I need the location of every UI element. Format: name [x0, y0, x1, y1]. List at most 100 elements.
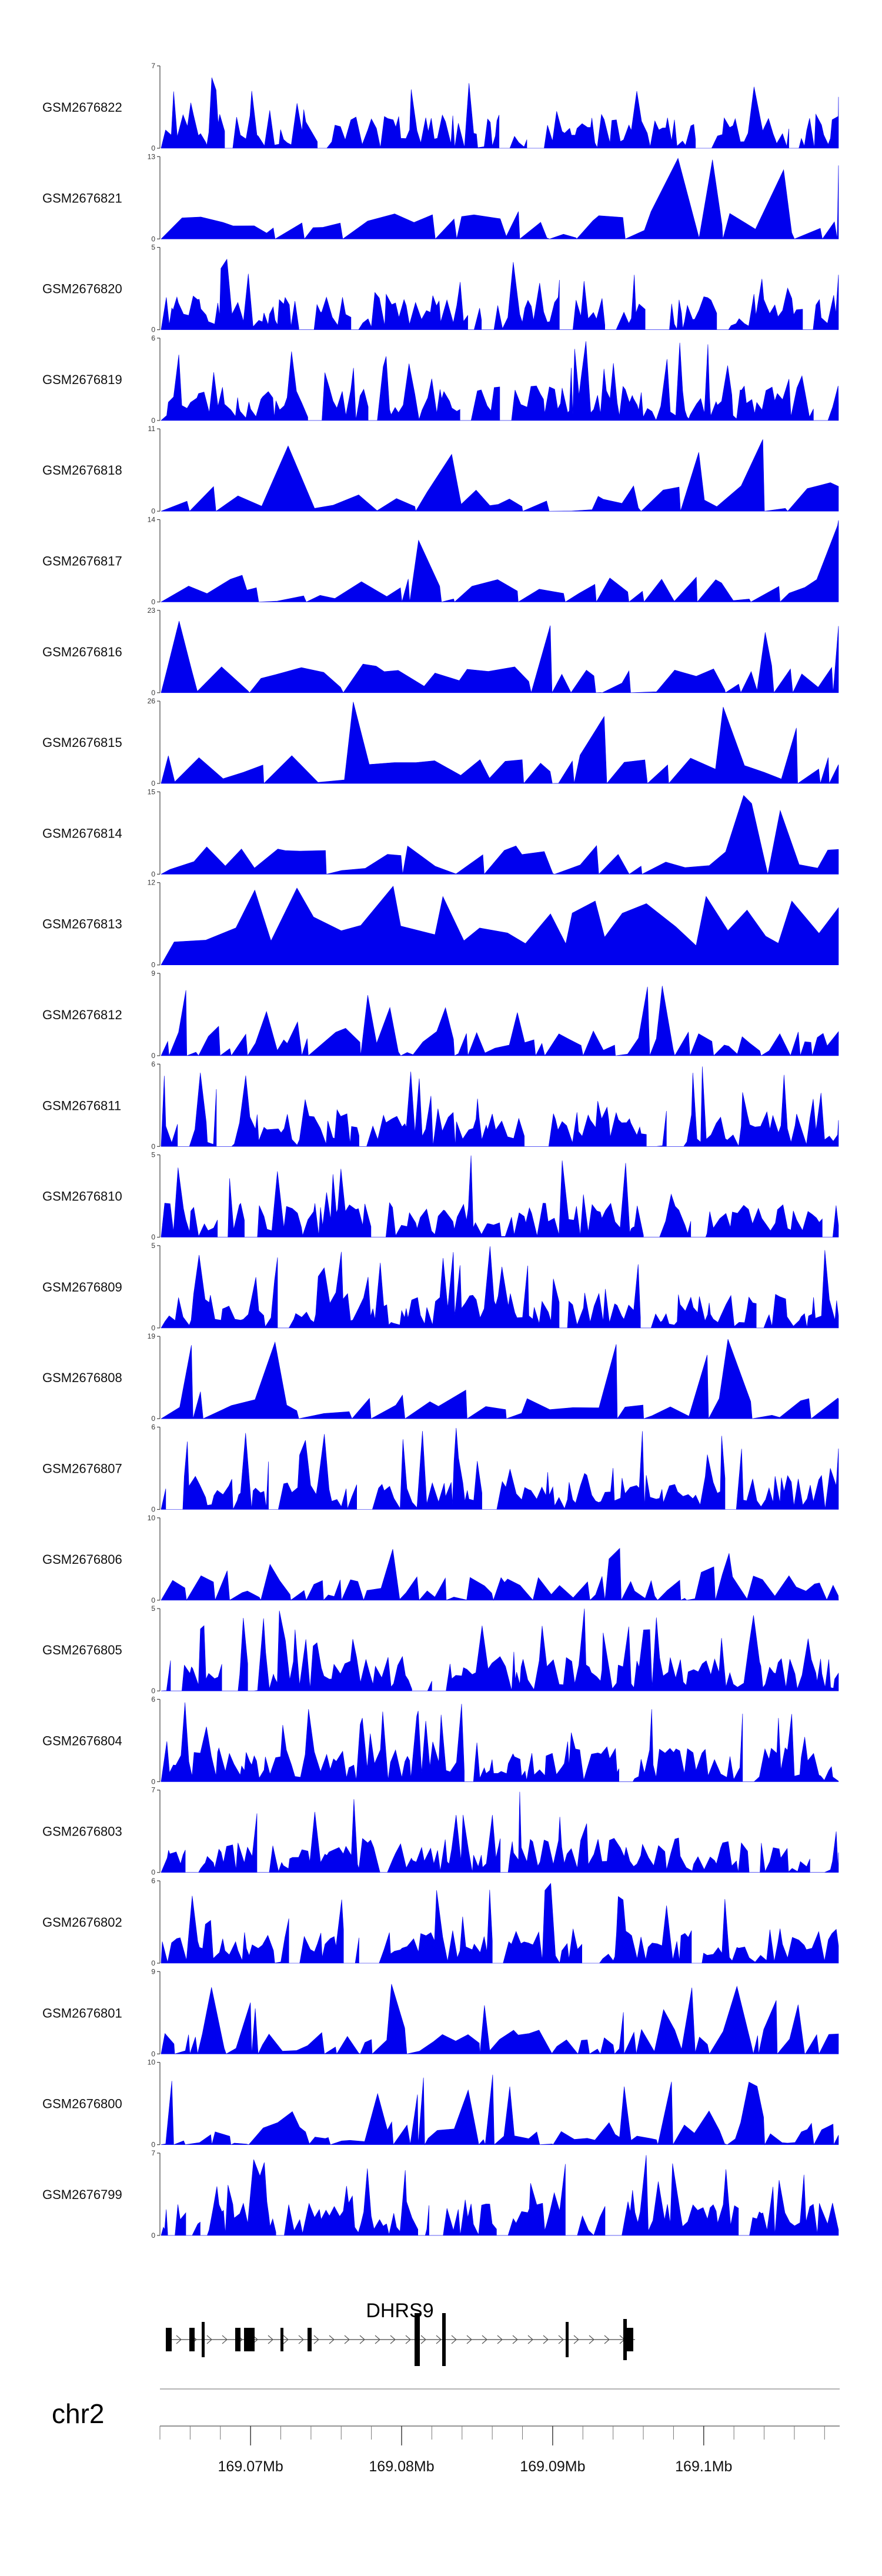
- track-label: GSM2676808: [42, 1370, 122, 1385]
- axis-tick-label: 169.09Mb: [520, 2458, 585, 2475]
- exon: [235, 2328, 240, 2351]
- y-max-label: 7: [151, 1786, 155, 1794]
- exon: [566, 2322, 569, 2357]
- track-label: GSM2676804: [42, 1733, 122, 1748]
- y-min-label: 0: [151, 961, 155, 969]
- strand-arrow: [466, 2335, 472, 2344]
- coverage-tracks: GSM267682270GSM2676821130GSM267682050GSM…: [42, 62, 839, 2240]
- y-max-label: 6: [151, 334, 155, 342]
- track-GSM2676821: GSM2676821 13 0: [42, 152, 839, 243]
- track-label: GSM2676809: [42, 1280, 122, 1294]
- coverage-area: [161, 1702, 839, 1782]
- track-GSM2676805: GSM2676805 5 0: [42, 1604, 839, 1695]
- track-GSM2676814: GSM2676814 15 0: [42, 788, 839, 878]
- strand-arrow: [451, 2335, 457, 2344]
- y-max-label: 19: [148, 1332, 156, 1340]
- y-max-label: 9: [151, 969, 155, 977]
- track-GSM2676820: GSM2676820 5 0: [42, 243, 839, 334]
- strand-arrow: [390, 2335, 396, 2344]
- coverage-area: [161, 1984, 839, 2055]
- y-max-label: 7: [151, 62, 155, 70]
- y-min-label: 0: [151, 2231, 155, 2240]
- coverage-area: [161, 1791, 839, 1873]
- strand-arrow: [375, 2335, 380, 2344]
- y-min-label: 0: [151, 1687, 155, 1695]
- track-GSM2676818: GSM2676818 11 0: [42, 425, 839, 515]
- y-max-label: 13: [148, 152, 156, 161]
- y-min-label: 0: [151, 507, 155, 515]
- coverage-area: [161, 2155, 839, 2236]
- coverage-area: [161, 2074, 839, 2145]
- coverage-area: [160, 1339, 839, 1420]
- axis-tick-label: 169.07Mb: [218, 2458, 283, 2475]
- coverage-area: [161, 986, 839, 1057]
- strand-arrow: [176, 2335, 182, 2344]
- y-max-label: 23: [148, 606, 156, 615]
- y-max-label: 12: [148, 879, 156, 887]
- strand-arrow: [268, 2335, 273, 2344]
- y-min-label: 0: [151, 689, 155, 697]
- track-GSM2676822: GSM2676822 7 0: [42, 62, 839, 152]
- strand-arrow: [543, 2335, 549, 2344]
- track-GSM2676811: GSM2676811 6 0: [42, 1060, 839, 1150]
- exon: [166, 2328, 172, 2351]
- y-max-label: 6: [151, 1060, 155, 1068]
- track-label: GSM2676818: [42, 463, 122, 478]
- coverage-area: [160, 520, 839, 603]
- coverage-area: [161, 77, 839, 149]
- track-GSM2676800: GSM2676800 10 0: [42, 2058, 839, 2149]
- track-GSM2676813: GSM2676813 12 0: [42, 879, 839, 969]
- y-min-label: 0: [151, 1324, 155, 1332]
- track-GSM2676812: GSM2676812 9 0: [42, 969, 839, 1060]
- strand-arrow: [497, 2335, 503, 2344]
- coverage-area: [161, 258, 839, 330]
- exon: [280, 2328, 283, 2351]
- y-max-label: 6: [151, 1695, 155, 1703]
- y-min-label: 0: [151, 144, 155, 152]
- strand-arrow: [482, 2335, 487, 2344]
- strand-arrow: [313, 2335, 319, 2344]
- y-max-label: 5: [151, 1242, 155, 1250]
- coverage-area: [161, 341, 839, 421]
- track-label: GSM2676819: [42, 372, 122, 387]
- track-GSM2676815: GSM2676815 26 0: [42, 697, 839, 788]
- strand-arrow: [329, 2335, 335, 2344]
- track-label: GSM2676803: [42, 1824, 122, 1839]
- y-min-label: 0: [151, 779, 155, 788]
- genome-axis: chr2 169.07Mb 169.08Mb 169.09Mb 169.1Mb: [52, 2388, 840, 2475]
- y-max-label: 11: [148, 425, 156, 433]
- coverage-area: [161, 795, 839, 875]
- track-label: GSM2676811: [42, 1098, 121, 1113]
- track-GSM2676810: GSM2676810 5 0: [42, 1151, 839, 1242]
- y-max-label: 6: [151, 1423, 155, 1432]
- track-label: GSM2676821: [42, 191, 122, 205]
- gene-name-label: DHRS9: [366, 2300, 433, 2322]
- y-min-label: 0: [151, 1596, 155, 1604]
- y-max-label: 5: [151, 243, 155, 252]
- y-min-label: 0: [151, 1414, 155, 1423]
- exon: [244, 2328, 255, 2351]
- coverage-area: [161, 702, 839, 784]
- y-max-label: 6: [151, 1877, 155, 1885]
- coverage-area: [161, 1883, 839, 1964]
- coverage-area: [161, 1246, 839, 1329]
- track-label: GSM2676816: [42, 645, 122, 659]
- track-label: GSM2676801: [42, 2006, 122, 2020]
- strand-arrow: [589, 2335, 594, 2344]
- coverage-area: [161, 1155, 839, 1237]
- exon: [189, 2328, 195, 2351]
- track-label: GSM2676817: [42, 554, 122, 569]
- track-GSM2676801: GSM2676801 9 0: [42, 1967, 839, 2058]
- y-min-label: 0: [151, 1233, 155, 1242]
- strand-arrow: [558, 2335, 564, 2344]
- exon: [415, 2313, 420, 2366]
- track-GSM2676799: GSM2676799 7 0: [42, 2149, 839, 2240]
- track-GSM2676807: GSM2676807 6 0: [42, 1423, 839, 1514]
- y-max-label: 14: [148, 516, 156, 524]
- y-max-label: 5: [151, 1151, 155, 1159]
- track-label: GSM2676800: [42, 2097, 122, 2111]
- strand-arrow: [359, 2335, 365, 2344]
- y-min-label: 0: [151, 1777, 155, 1786]
- coverage-area: [161, 1609, 839, 1691]
- y-max-label: 26: [148, 697, 156, 705]
